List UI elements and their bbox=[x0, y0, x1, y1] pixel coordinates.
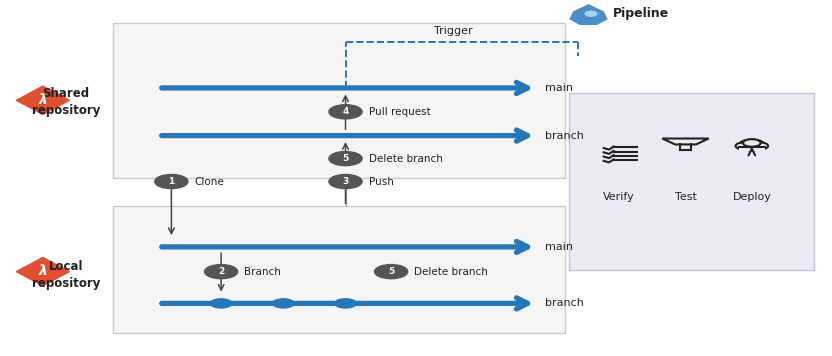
Text: Trigger: Trigger bbox=[434, 26, 473, 36]
Text: Push: Push bbox=[369, 177, 394, 187]
Circle shape bbox=[273, 299, 294, 308]
Circle shape bbox=[752, 142, 768, 150]
Circle shape bbox=[210, 299, 232, 308]
Text: Verify: Verify bbox=[603, 193, 635, 203]
Text: 2: 2 bbox=[218, 267, 225, 276]
Circle shape bbox=[329, 174, 362, 189]
Circle shape bbox=[329, 105, 362, 119]
Text: Delete branch: Delete branch bbox=[369, 153, 443, 163]
Text: Test: Test bbox=[675, 193, 696, 203]
Text: Branch: Branch bbox=[245, 267, 281, 277]
Text: Local
repository: Local repository bbox=[32, 260, 100, 290]
Circle shape bbox=[155, 174, 188, 189]
Text: branch: branch bbox=[544, 131, 583, 141]
Text: 1: 1 bbox=[168, 177, 175, 186]
Circle shape bbox=[205, 265, 238, 279]
Circle shape bbox=[334, 299, 356, 308]
Text: main: main bbox=[544, 83, 572, 93]
FancyBboxPatch shape bbox=[739, 146, 765, 151]
Text: Pipeline: Pipeline bbox=[613, 7, 670, 20]
Text: λ: λ bbox=[38, 264, 47, 278]
Text: Shared
repository: Shared repository bbox=[32, 87, 100, 117]
Text: 3: 3 bbox=[343, 177, 349, 186]
Text: λ: λ bbox=[38, 93, 47, 106]
FancyBboxPatch shape bbox=[113, 206, 565, 334]
Text: branch: branch bbox=[544, 298, 583, 308]
Circle shape bbox=[374, 265, 408, 279]
Text: Pull request: Pull request bbox=[369, 107, 430, 117]
Polygon shape bbox=[17, 86, 69, 114]
Text: 5: 5 bbox=[343, 154, 349, 163]
FancyBboxPatch shape bbox=[113, 22, 565, 178]
Circle shape bbox=[743, 139, 760, 147]
Circle shape bbox=[735, 142, 752, 150]
Text: 4: 4 bbox=[342, 107, 349, 116]
Circle shape bbox=[585, 11, 597, 16]
Circle shape bbox=[329, 152, 362, 166]
FancyBboxPatch shape bbox=[569, 93, 814, 270]
Polygon shape bbox=[17, 257, 69, 286]
Polygon shape bbox=[570, 5, 607, 24]
Text: main: main bbox=[544, 242, 572, 252]
Text: Deploy: Deploy bbox=[732, 193, 771, 203]
Text: Delete branch: Delete branch bbox=[414, 267, 488, 277]
Text: Clone: Clone bbox=[195, 177, 225, 187]
Text: 5: 5 bbox=[388, 267, 394, 276]
